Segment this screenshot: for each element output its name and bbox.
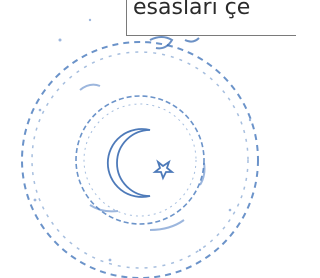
document-text: esasları çe	[133, 0, 250, 21]
page: {"document": {"text": "esasları çe"}} es…	[0, 0, 280, 278]
stamp-rings	[22, 42, 258, 278]
stamp-texture	[34, 19, 252, 262]
stamp	[0, 0, 280, 278]
crescent-and-star	[108, 129, 172, 197]
text-box: esasları çe	[126, 0, 296, 36]
